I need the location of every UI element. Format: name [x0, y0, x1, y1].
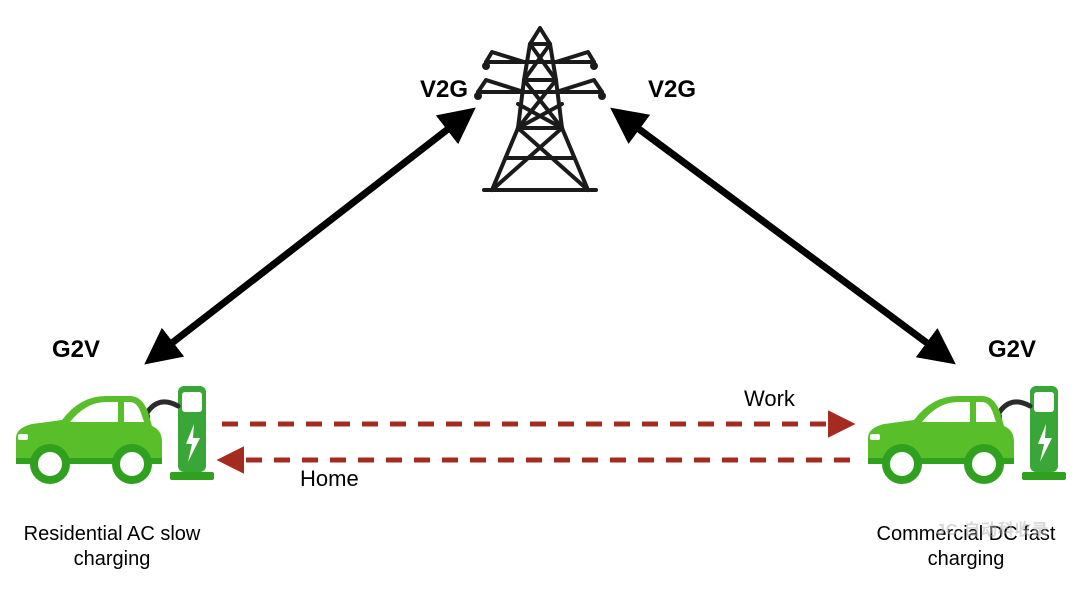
label-v2g-right: V2G — [648, 76, 696, 104]
ev-charging-left-icon — [10, 372, 218, 496]
label-home: Home — [300, 466, 359, 492]
watermark-text: JC 自动科收录 — [936, 516, 1049, 540]
label-g2v-left: G2V — [52, 336, 100, 364]
ev-charging-right-icon — [862, 372, 1070, 496]
edge-v2g-left — [150, 112, 470, 360]
transmission-tower-icon — [476, 28, 604, 190]
connections-layer — [0, 0, 1080, 594]
caption-left-line1: Residential AC slow — [24, 523, 201, 545]
caption-right-line2: charging — [928, 548, 1005, 570]
caption-left: Residential AC slow charging — [12, 522, 212, 572]
caption-left-line2: charging — [74, 548, 151, 570]
edge-v2g-right — [616, 112, 950, 360]
label-work: Work — [744, 386, 795, 412]
label-v2g-left: V2G — [420, 76, 468, 104]
diagram-stage: V2G V2G G2V G2V Work Home Residential AC… — [0, 0, 1080, 594]
label-g2v-right: G2V — [988, 336, 1036, 364]
